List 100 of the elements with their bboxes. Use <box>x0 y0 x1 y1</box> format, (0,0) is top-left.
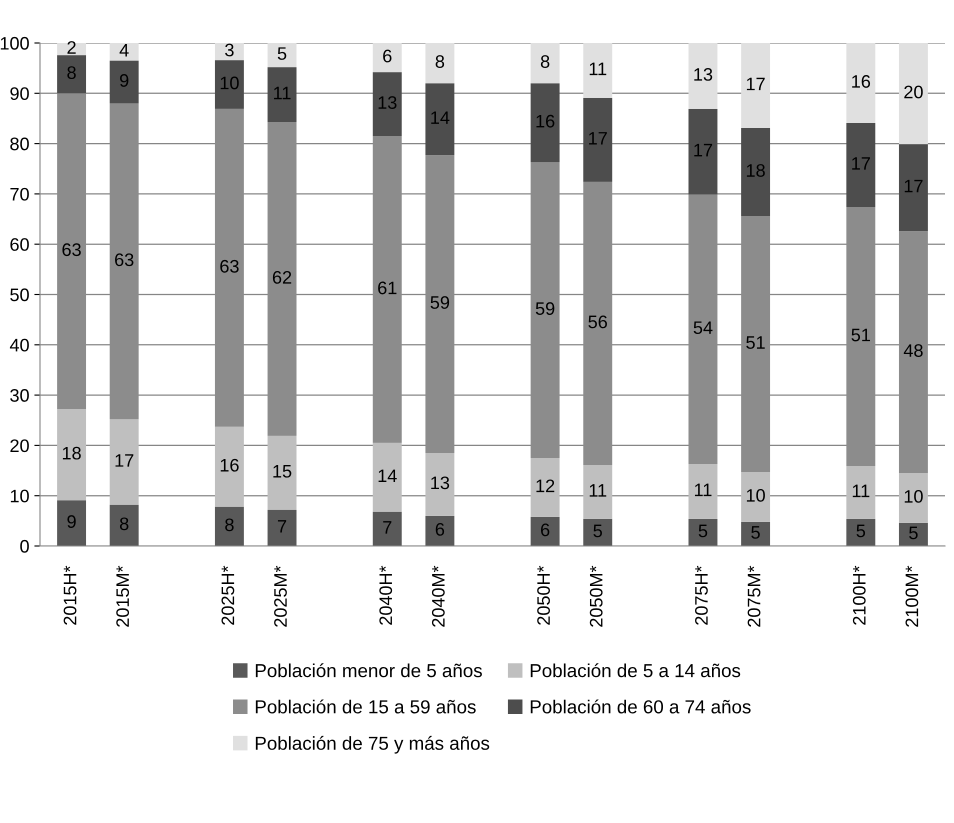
data-label: 8 <box>436 55 444 68</box>
data-label: 59 <box>536 302 554 315</box>
data-label: 5 <box>593 524 602 538</box>
bar <box>846 518 876 546</box>
bar <box>583 98 612 182</box>
data-label: 3 <box>225 44 234 56</box>
data-label: 63 <box>220 260 239 273</box>
bar <box>898 144 928 232</box>
bar <box>846 122 876 207</box>
bar <box>846 466 876 519</box>
bar <box>688 43 718 109</box>
y-tick-label: 10 <box>10 490 29 502</box>
bar <box>372 442 402 512</box>
data-label: 11 <box>590 484 606 497</box>
data-label: 16 <box>536 114 554 128</box>
data-label: 8 <box>225 518 234 532</box>
bar <box>583 43 612 98</box>
data-label: 15 <box>273 465 292 478</box>
data-label: 7 <box>383 521 392 534</box>
bar <box>530 458 560 517</box>
data-label: 11 <box>274 86 291 100</box>
data-label: 5 <box>856 524 866 538</box>
y-tick-label: 90 <box>10 87 29 100</box>
x-tick-label: 2040H* <box>379 566 392 625</box>
y-tick-label: 80 <box>10 138 29 150</box>
bar <box>898 473 928 523</box>
x-tick-label: 2015M* <box>116 566 130 627</box>
data-label: 6 <box>436 522 444 536</box>
bar <box>425 83 454 156</box>
data-label: 17 <box>116 454 134 467</box>
data-label: 11 <box>852 484 870 498</box>
bar <box>741 522 770 546</box>
bar <box>898 522 928 546</box>
x-tick-label: 2015H* <box>64 566 76 625</box>
data-label: 17 <box>904 180 923 192</box>
data-label: 7 <box>278 520 286 533</box>
data-label: 10 <box>746 489 765 502</box>
bar <box>688 108 718 194</box>
bar <box>268 436 297 510</box>
y-tick-label: 100 <box>0 36 29 50</box>
data-label: 11 <box>694 484 712 496</box>
bar <box>583 518 612 546</box>
bar <box>110 419 139 505</box>
data-label: 14 <box>378 470 397 482</box>
data-label: 62 <box>272 270 292 284</box>
bar <box>110 60 139 104</box>
data-label: 9 <box>120 74 128 87</box>
y-tick-label: 40 <box>10 338 29 352</box>
bar <box>110 43 139 61</box>
bar <box>268 43 297 68</box>
data-label: 5 <box>698 524 708 538</box>
data-label: 17 <box>746 78 765 90</box>
data-label: 4 <box>120 44 129 56</box>
bar <box>425 452 454 516</box>
bar <box>846 43 876 123</box>
x-tick-label: 2075H* <box>695 566 708 625</box>
bar <box>688 464 718 519</box>
data-label: 13 <box>431 476 450 490</box>
bar <box>530 43 560 84</box>
legend-label: Población de 75 y más años <box>256 736 490 754</box>
bar <box>214 43 244 60</box>
y-tick-label: 60 <box>10 238 29 251</box>
data-label: 56 <box>588 315 607 328</box>
bar <box>372 512 402 546</box>
bar <box>214 60 244 109</box>
data-label: 12 <box>536 479 554 492</box>
data-label: 63 <box>62 243 81 256</box>
bar <box>214 506 244 546</box>
data-label: 8 <box>540 55 550 68</box>
x-tick-label: 2050H* <box>537 566 550 625</box>
x-tick-label: 2025M* <box>274 566 287 627</box>
bar <box>57 500 86 546</box>
bar <box>110 504 139 546</box>
legend-label: Población de 5 a 14 años <box>530 663 740 678</box>
bar <box>425 43 454 84</box>
data-label: 17 <box>589 132 607 144</box>
data-label: 51 <box>851 328 870 342</box>
bar <box>741 472 770 522</box>
data-label: 10 <box>904 490 923 503</box>
data-label: 18 <box>62 446 81 460</box>
y-tick-label: 50 <box>10 288 29 302</box>
bar <box>530 516 560 546</box>
y-tick-label: 0 <box>20 540 29 553</box>
data-label: 63 <box>115 253 134 266</box>
x-tick-label: 2075M* <box>748 566 760 627</box>
bar <box>372 72 402 136</box>
bar <box>372 43 402 72</box>
y-tick-label: 20 <box>10 439 29 452</box>
bar <box>741 128 770 216</box>
data-label: 17 <box>852 157 870 170</box>
data-label: 13 <box>378 96 397 109</box>
bar <box>530 83 560 162</box>
data-label: 5 <box>909 526 918 540</box>
bar <box>214 426 244 507</box>
data-label: 6 <box>541 523 550 536</box>
data-label: 20 <box>904 86 923 98</box>
data-label: 5 <box>278 47 286 60</box>
legend-label: Población de 60 a 74 años <box>530 699 751 714</box>
data-label: 11 <box>590 62 606 76</box>
data-label: 6 <box>383 50 392 62</box>
